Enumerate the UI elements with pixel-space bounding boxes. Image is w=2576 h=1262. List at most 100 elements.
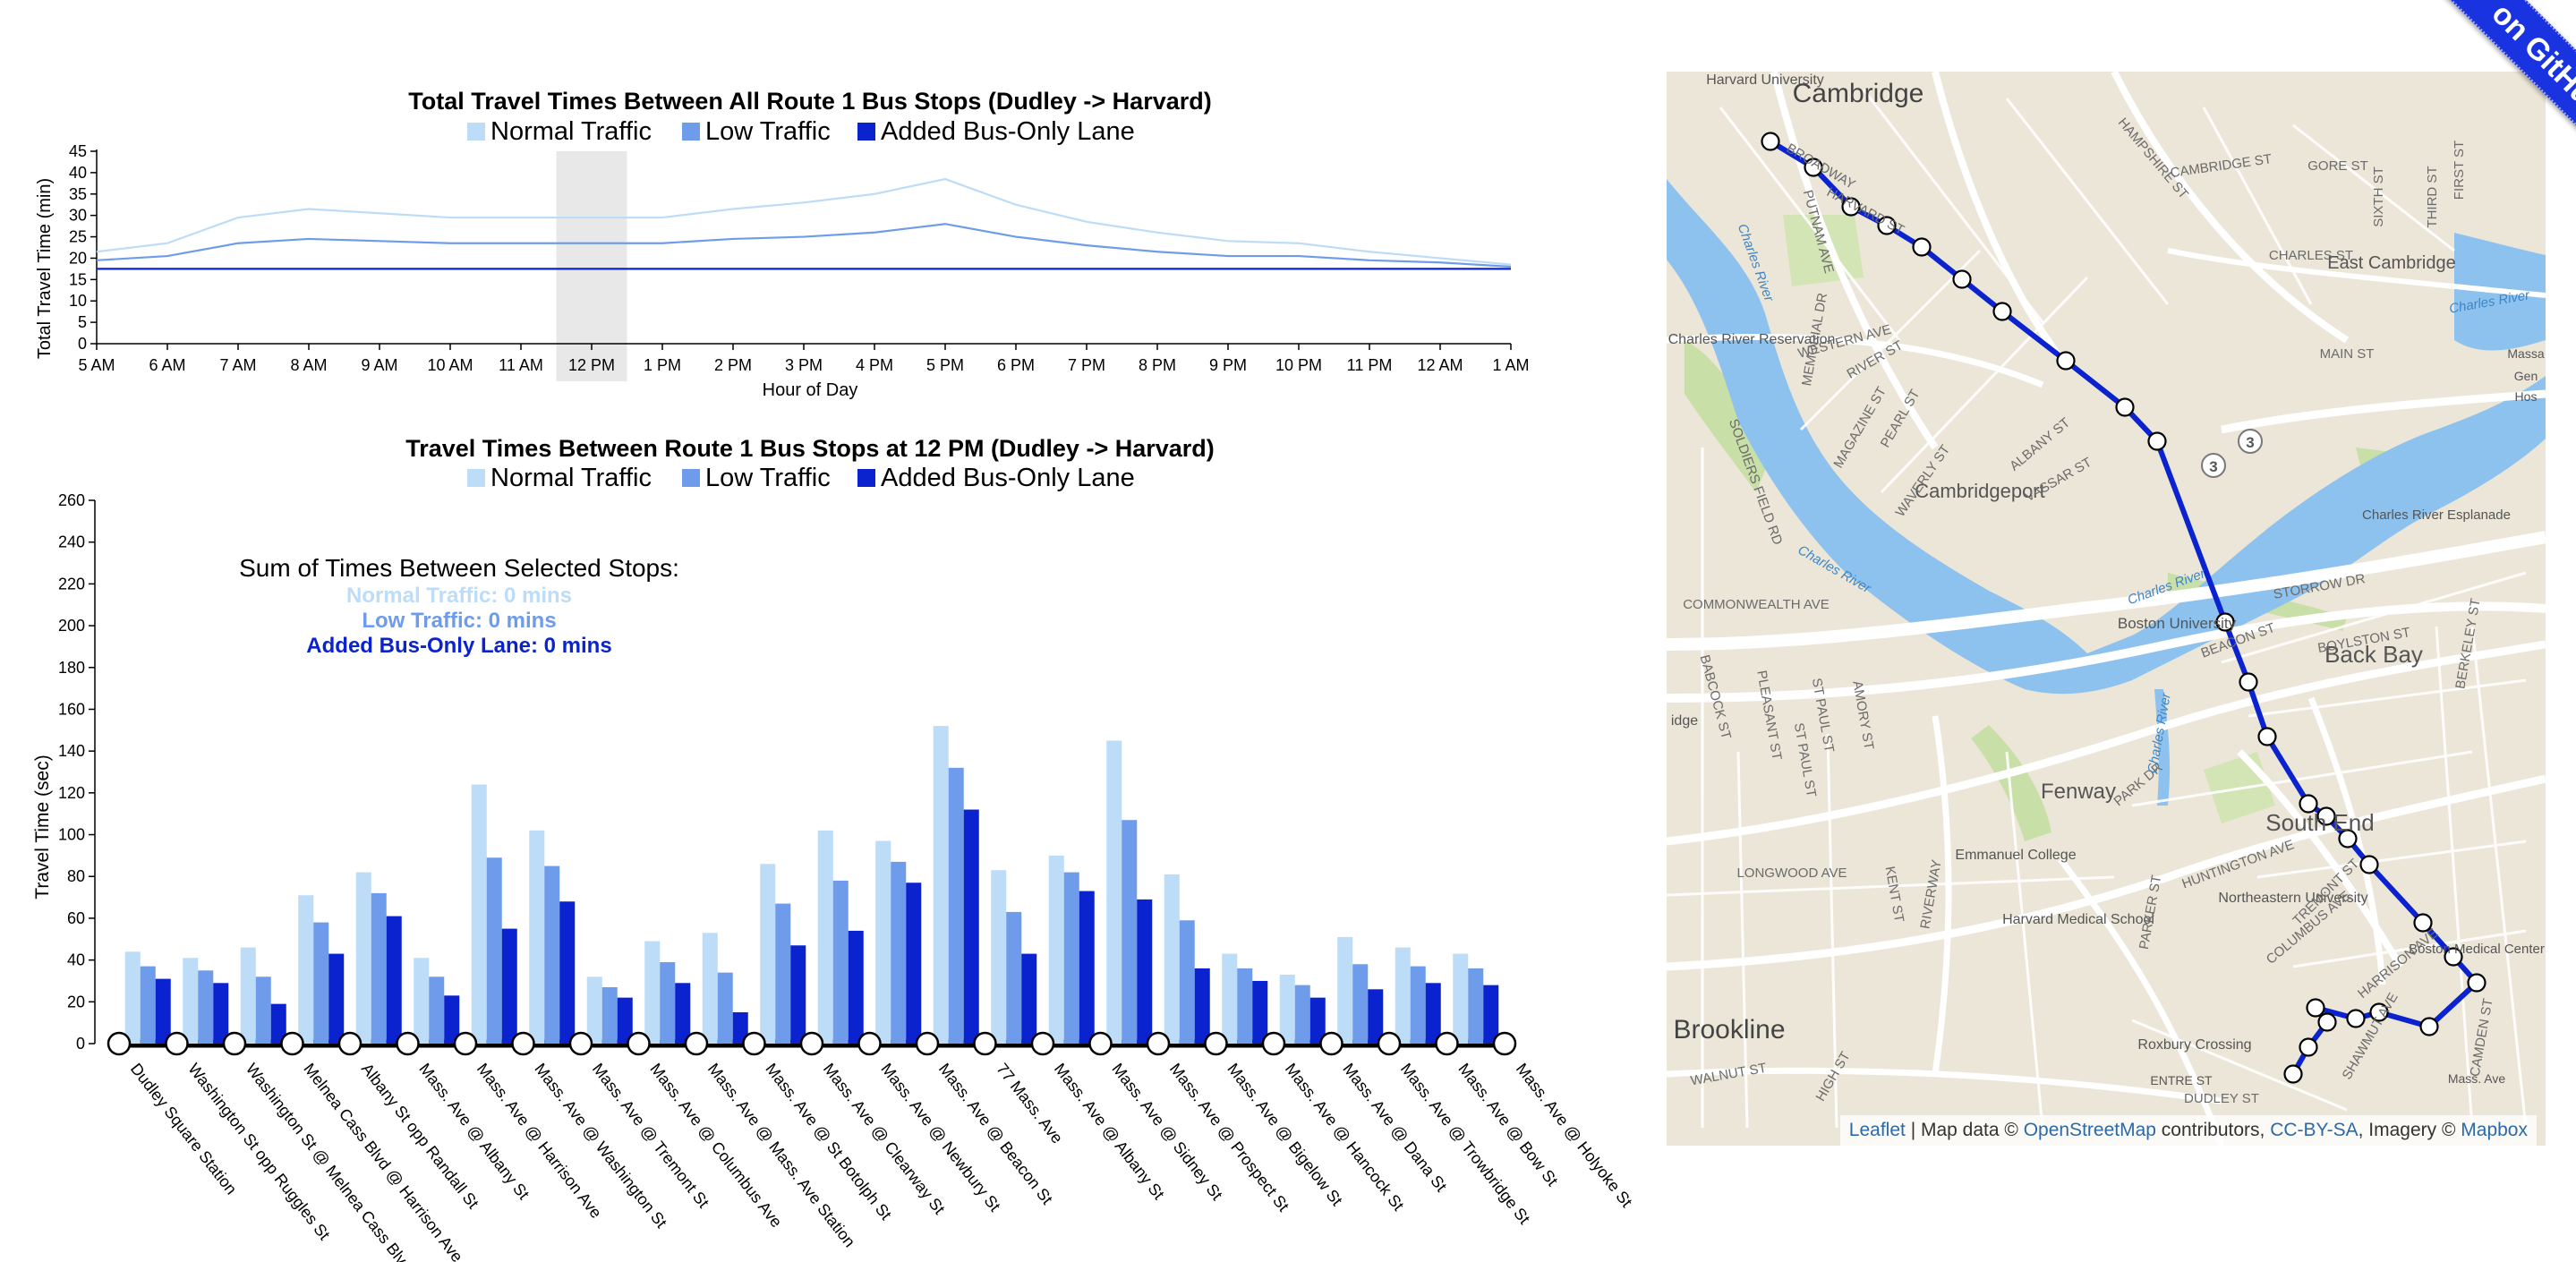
stop-marker[interactable] xyxy=(107,1031,132,1056)
bar-low[interactable] xyxy=(1352,964,1369,1044)
bar-low[interactable] xyxy=(1294,985,1310,1044)
stop-label[interactable]: Mass. Ave @ Holyoke St xyxy=(1513,1060,1636,1210)
stop-marker[interactable] xyxy=(222,1031,247,1056)
stop-label[interactable]: Mass. Ave @ Tremont St xyxy=(589,1060,712,1211)
x-tick-label[interactable]: 12 AM xyxy=(1417,356,1463,374)
bar-bus[interactable] xyxy=(213,983,229,1044)
x-tick-label[interactable]: 6 AM xyxy=(149,356,185,374)
map-stop-marker[interactable] xyxy=(2056,351,2076,371)
bar-low[interactable] xyxy=(1468,968,1484,1044)
bar-bus[interactable] xyxy=(270,1003,286,1044)
x-tick-label[interactable]: 1 PM xyxy=(644,356,681,374)
stop-marker[interactable] xyxy=(337,1031,363,1056)
bar-bus[interactable] xyxy=(444,995,460,1044)
stop-label[interactable]: Mass. Ave @ Bigelow St xyxy=(1224,1060,1345,1209)
bar-low[interactable] xyxy=(891,861,907,1044)
x-tick-label[interactable]: 8 PM xyxy=(1139,356,1176,374)
bar-bus[interactable] xyxy=(1021,953,1037,1044)
bar-normal[interactable] xyxy=(1395,947,1411,1044)
bar-low[interactable] xyxy=(313,922,329,1044)
bar-bus[interactable] xyxy=(617,997,633,1044)
bar-normal[interactable] xyxy=(1453,953,1469,1044)
bar-bus[interactable] xyxy=(1368,989,1384,1044)
selected-hour-band[interactable] xyxy=(556,151,627,381)
bar-normal[interactable] xyxy=(644,941,661,1044)
bar-bus[interactable] xyxy=(906,883,922,1044)
bar-normal[interactable] xyxy=(1048,855,1064,1044)
bar-normal[interactable] xyxy=(1337,936,1353,1044)
bar-low[interactable] xyxy=(371,892,387,1044)
bar-normal[interactable] xyxy=(933,726,949,1044)
bar-low[interactable] xyxy=(1410,966,1426,1044)
bar-low[interactable] xyxy=(429,976,445,1044)
stop-marker[interactable] xyxy=(396,1031,420,1056)
bar-normal[interactable] xyxy=(529,830,545,1044)
bar-bus[interactable] xyxy=(155,978,171,1044)
map-stop-marker[interactable] xyxy=(2147,431,2167,451)
bar-bus[interactable] xyxy=(790,945,806,1044)
stop-marker[interactable] xyxy=(1030,1031,1055,1056)
map-stop-marker[interactable] xyxy=(1804,158,1823,177)
stop-marker[interactable] xyxy=(1261,1031,1286,1056)
bar-low[interactable] xyxy=(486,857,502,1044)
map-stop-marker[interactable] xyxy=(2359,855,2379,874)
bar-normal[interactable] xyxy=(414,958,430,1044)
stop-marker[interactable] xyxy=(799,1031,824,1056)
bar-bus[interactable] xyxy=(328,953,345,1044)
bar-low[interactable] xyxy=(1063,872,1079,1044)
x-tick-label[interactable]: 8 AM xyxy=(290,356,327,374)
stop-marker[interactable] xyxy=(742,1031,766,1056)
bar-low[interactable] xyxy=(660,961,676,1044)
stop-marker[interactable] xyxy=(627,1031,651,1056)
stop-marker[interactable] xyxy=(973,1031,997,1056)
x-tick-label[interactable]: 9 AM xyxy=(361,356,397,374)
bus-stop-markers[interactable] xyxy=(1761,132,2486,1084)
map-stop-marker[interactable] xyxy=(2306,998,2325,1018)
stop-marker[interactable] xyxy=(165,1031,189,1056)
bar-normal[interactable] xyxy=(702,933,718,1044)
bar-bus[interactable] xyxy=(963,809,979,1044)
x-tick-label[interactable]: 10 PM xyxy=(1275,356,1322,374)
stop-marker[interactable] xyxy=(684,1031,709,1056)
bar-normal[interactable] xyxy=(817,830,833,1044)
mapbox-link[interactable]: Mapbox xyxy=(2461,1120,2528,1140)
bar-low[interactable] xyxy=(717,972,733,1044)
map-stop-marker[interactable] xyxy=(2299,794,2318,814)
bar-normal[interactable] xyxy=(760,864,776,1044)
stop-marker[interactable] xyxy=(1088,1031,1113,1056)
map-stop-marker[interactable] xyxy=(2299,1037,2318,1057)
map-stop-marker[interactable] xyxy=(1877,216,1897,235)
x-tick-label[interactable]: 7 PM xyxy=(1068,356,1105,374)
map-stop-marker[interactable] xyxy=(2317,1012,2337,1032)
bar-bus[interactable] xyxy=(559,901,576,1044)
bar-low[interactable] xyxy=(1179,920,1195,1044)
bar-normal[interactable] xyxy=(183,958,199,1044)
stop-label[interactable]: Mass. Ave @ Hancock St xyxy=(1282,1060,1408,1214)
stop-label[interactable]: Mass. Ave @ Albany St xyxy=(1051,1060,1168,1203)
stop-marker[interactable] xyxy=(280,1031,304,1056)
stop-marker[interactable] xyxy=(1492,1031,1517,1056)
map-stop-marker[interactable] xyxy=(2419,1017,2439,1036)
bar-normal[interactable] xyxy=(1222,953,1238,1044)
bar-low[interactable] xyxy=(775,903,791,1044)
x-tick-label[interactable]: 9 PM xyxy=(1209,356,1247,374)
stop-label[interactable]: Mass. Ave @ Bow St xyxy=(1454,1060,1561,1190)
x-tick-label[interactable]: 6 PM xyxy=(997,356,1035,374)
stop-marker[interactable] xyxy=(511,1031,535,1056)
bar-normal[interactable] xyxy=(1106,740,1122,1044)
bar-normal[interactable] xyxy=(124,951,141,1044)
bar-bus[interactable] xyxy=(1194,968,1210,1044)
bar-low[interactable] xyxy=(544,865,560,1044)
bar-normal[interactable] xyxy=(1279,974,1295,1044)
stop-marker[interactable] xyxy=(915,1031,940,1056)
bar-low[interactable] xyxy=(832,880,849,1044)
bar-low[interactable] xyxy=(140,966,156,1044)
stop-marker[interactable] xyxy=(1435,1031,1459,1056)
bar-bus[interactable] xyxy=(1483,985,1499,1044)
x-tick-label[interactable]: 2 PM xyxy=(714,356,752,374)
bar-normal[interactable] xyxy=(240,947,256,1044)
stop-marker[interactable] xyxy=(1204,1031,1228,1056)
bar-low[interactable] xyxy=(601,986,618,1044)
stop-label[interactable]: Mass. Ave @ Clearway St xyxy=(820,1060,949,1217)
